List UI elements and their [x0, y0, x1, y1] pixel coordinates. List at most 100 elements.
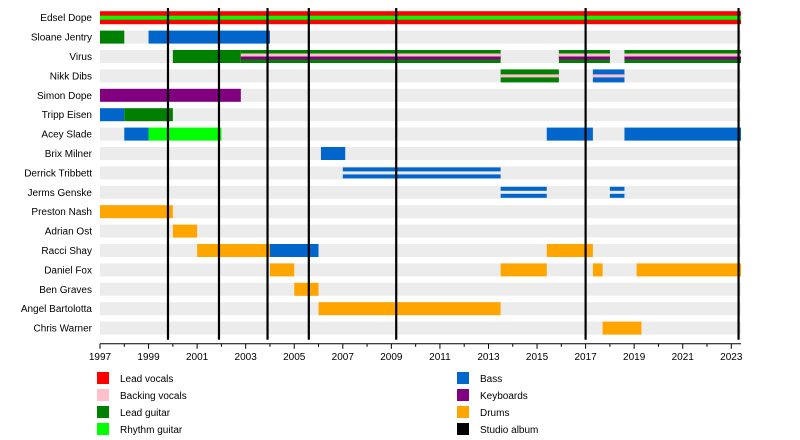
legend-label-rhythm-guitar: Rhythm guitar	[120, 425, 183, 436]
row-background-derrick-tribbett	[100, 166, 741, 180]
x-tick-label-2005: 2005	[283, 352, 306, 363]
member-label-ben-graves: Ben Graves	[39, 285, 92, 296]
member-label-nikk-dibs: Nikk Dibs	[50, 71, 92, 82]
legend-swatch-studio-album	[457, 423, 469, 435]
row-background-ben-graves	[100, 282, 741, 296]
row-background-preston-nash	[100, 205, 741, 219]
bar-racci-shay-1-drums	[197, 244, 270, 257]
member-label-tripp-eisen: Tripp Eisen	[42, 110, 92, 121]
row-background-nikk-dibs	[100, 69, 741, 83]
row-background-brix-milner	[100, 147, 741, 160]
legend-label-keyboards: Keyboards	[480, 391, 528, 402]
bar-nikk-dibs-1-backing-vocals	[500, 74, 559, 78]
x-tick-label-2017: 2017	[574, 352, 597, 363]
member-label-preston-nash: Preston Nash	[31, 207, 92, 218]
legend-swatch-lead-vocals	[97, 372, 109, 384]
bar-jerms-genske-2-upper	[609, 186, 625, 191]
bar-daniel-fox-4-drums	[636, 263, 741, 277]
bar-daniel-fox-2-drums	[500, 263, 547, 277]
bar-jerms-genske-2-lower	[609, 193, 625, 198]
bar-nikk-dibs-2-backing-vocals	[592, 74, 625, 78]
x-tick-label-2019: 2019	[623, 352, 646, 363]
row-background-tripp-eisen	[100, 108, 741, 122]
studio-album-lines	[166, 8, 740, 340]
bar-edsel-dope-1-rhythm-guitar	[100, 15, 741, 20]
x-axis: 1997 1999 2001 2003 2005 2007 2009 2011 2013 2015…	[89, 343, 743, 363]
x-tick-label-2013: 2013	[477, 352, 500, 363]
legend-swatch-bass	[457, 372, 469, 384]
legend-label-backing-vocals: Backing vocals	[120, 391, 187, 402]
member-label-virus: Virus	[69, 52, 92, 63]
x-tick-label-1999: 1999	[137, 352, 160, 363]
bar-sloane-jentry-1-lead-guitar	[100, 30, 125, 44]
bar-racci-shay-2-bass	[269, 244, 319, 257]
bar-virus-2-keyboards	[240, 56, 501, 60]
x-tick-label-2003: 2003	[235, 352, 258, 363]
legend: Lead vocals Backing vocals Lead guitar Rhyt…	[97, 372, 538, 436]
bar-daniel-fox-3-drums	[592, 263, 603, 277]
member-label-acey-slade: Acey Slade	[41, 130, 92, 141]
member-label-racci-shay: Racci Shay	[41, 246, 92, 257]
bar-virus-4-backing-vocals	[624, 53, 741, 57]
member-label-simon-dope: Simon Dope	[37, 91, 92, 102]
row-background-racci-shay	[100, 244, 741, 257]
x-tick-label-2021: 2021	[672, 352, 695, 363]
member-label-derrick-tribbett: Derrick Tribbett	[24, 168, 92, 179]
bar-acey-slade-2-rhythm-guitar	[148, 127, 222, 141]
legend-swatch-drums	[457, 406, 469, 418]
bar-virus-1-lead-guitar	[172, 50, 241, 63]
x-tick-label-2009: 2009	[380, 352, 403, 363]
member-label-adrian-ost: Adrian Ost	[45, 227, 92, 238]
legend-label-lead-guitar: Lead guitar	[120, 408, 171, 419]
bar-ben-graves-1-drums	[294, 282, 319, 296]
x-tick-label-2015: 2015	[526, 352, 549, 363]
bar-angel-bartolotta-1-drums	[318, 302, 501, 316]
bar-daniel-fox-1-drums	[269, 263, 295, 277]
bar-racci-shay-3-drums	[546, 244, 593, 257]
x-tick-label-2007: 2007	[332, 352, 355, 363]
member-bars	[100, 11, 741, 335]
legend-swatch-backing-vocals	[97, 389, 109, 401]
bar-acey-slade-3-bass	[546, 127, 593, 141]
bar-simon-dope-1-keyboards	[100, 88, 241, 102]
bar-tripp-eisen-2-lead-guitar	[124, 108, 173, 122]
member-label-brix-milner: Brix Milner	[45, 149, 93, 160]
x-tick-label-2001: 2001	[186, 352, 209, 363]
bar-virus-3-backing-vocals	[558, 53, 610, 57]
bar-tripp-eisen-1-bass	[100, 108, 125, 122]
bar-virus-2-backing-vocals	[240, 53, 501, 57]
member-label-edsel-dope: Edsel Dope	[40, 13, 92, 24]
legend-label-studio-album: Studio album	[480, 425, 538, 436]
bar-adrian-ost-1-drums	[172, 224, 198, 238]
row-background-simon-dope	[100, 88, 741, 102]
legend-label-bass: Bass	[480, 374, 502, 385]
bar-chris-warner-1-drums	[602, 321, 642, 335]
member-label-angel-bartolotta: Angel Bartolotta	[21, 304, 93, 315]
legend-label-lead-vocals: Lead vocals	[120, 374, 173, 385]
bar-jerms-genske-1-lower	[500, 193, 547, 198]
x-tick-label-1997: 1997	[89, 352, 112, 363]
x-tick-label-2011: 2011	[429, 352, 451, 363]
legend-swatch-keyboards	[457, 389, 469, 401]
member-labels: Edsel Dope Sloane Jentry Virus Nikk Dibs Sim…	[21, 13, 93, 334]
row-background-daniel-fox	[100, 263, 741, 277]
bar-sloane-jentry-2-bass	[148, 30, 270, 44]
bar-derrick-tribbett-1-upper	[342, 167, 501, 172]
legend-swatch-lead-guitar	[97, 406, 109, 418]
bar-jerms-genske-1-upper	[500, 186, 547, 191]
row-backgrounds	[100, 11, 741, 335]
bar-preston-nash-1-drums	[100, 205, 173, 219]
row-background-jerms-genske	[100, 185, 741, 199]
bar-derrick-tribbett-1-lower	[342, 174, 501, 179]
member-label-daniel-fox: Daniel Fox	[44, 265, 92, 276]
bar-virus-3-keyboards	[558, 56, 610, 60]
x-tick-label-2023: 2023	[720, 352, 743, 363]
legend-label-drums: Drums	[480, 408, 509, 419]
legend-swatch-rhythm-guitar	[97, 423, 109, 435]
bar-acey-slade-4-bass	[624, 127, 741, 141]
member-label-chris-warner: Chris Warner	[33, 324, 92, 335]
member-label-jerms-genske: Jerms Genske	[28, 188, 93, 199]
bar-virus-4-keyboards	[624, 56, 741, 60]
member-label-sloane-jentry: Sloane Jentry	[31, 33, 92, 44]
